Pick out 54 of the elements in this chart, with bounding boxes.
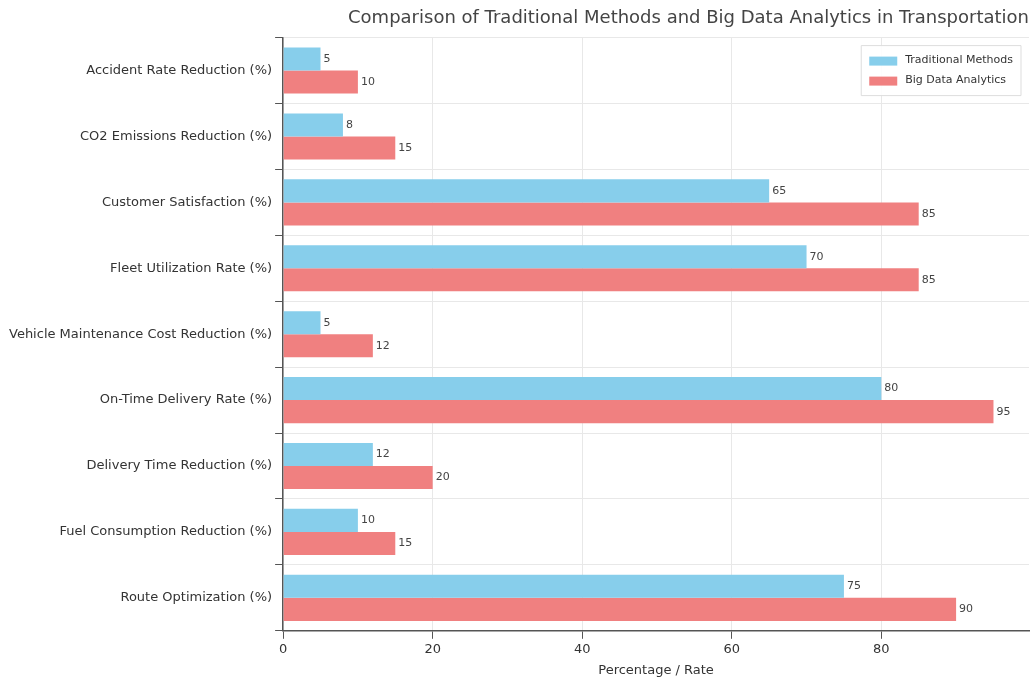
y-tick-label: Delivery Time Reduction (%) xyxy=(86,457,273,473)
x-tick-label: 20 xyxy=(424,640,441,656)
x-tick-label: 40 xyxy=(573,640,591,656)
y-tick-label: CO2 Emissions Reduction (%) xyxy=(80,127,273,143)
bar xyxy=(283,179,770,203)
x-tick-label: 60 xyxy=(723,640,741,656)
data-label: 95 xyxy=(996,404,1011,418)
bar xyxy=(283,442,373,467)
data-label: 80 xyxy=(884,381,899,395)
y-tick-label: Vehicle Maintenance Cost Reduction (%) xyxy=(9,325,273,341)
data-label: 10 xyxy=(360,513,375,527)
legend-label: Traditional Methods xyxy=(904,53,1014,67)
data-label: 8 xyxy=(345,117,353,131)
bar xyxy=(283,531,396,555)
data-label: 85 xyxy=(921,206,936,220)
y-tick-label: Fleet Utilization Rate (%) xyxy=(110,259,273,275)
bar xyxy=(283,508,358,532)
bar xyxy=(283,466,433,490)
y-tick-label: Route Optimization (%) xyxy=(120,589,273,605)
x-tick-label: 80 xyxy=(873,640,890,656)
y-tick-label: Customer Satisfaction (%) xyxy=(101,193,273,209)
data-label: 75 xyxy=(846,579,861,593)
x-tick-label: 0 xyxy=(278,640,288,656)
bar xyxy=(283,47,321,71)
bar xyxy=(283,136,396,160)
data-label: 5 xyxy=(323,51,331,65)
legend-label: Big Data Analytics xyxy=(905,73,1007,87)
bar xyxy=(283,400,994,424)
bar xyxy=(283,311,321,335)
bar xyxy=(283,377,882,401)
bar xyxy=(283,334,373,358)
data-label: 20 xyxy=(435,470,450,484)
y-tick-label: Accident Rate Reduction (%) xyxy=(86,61,273,77)
data-label: 85 xyxy=(921,272,936,286)
data-label: 70 xyxy=(809,249,824,263)
bar xyxy=(283,574,844,598)
data-label: 12 xyxy=(375,447,390,461)
bar xyxy=(283,113,343,137)
bar xyxy=(283,245,807,269)
y-tick-label: Fuel Consumption Reduction (%) xyxy=(59,523,273,539)
bar xyxy=(283,202,919,226)
data-label: 15 xyxy=(398,140,413,154)
data-label: 10 xyxy=(360,74,375,88)
data-label: 12 xyxy=(375,338,390,352)
data-label: 5 xyxy=(323,315,331,329)
x-axis-title: Percentage / Rate xyxy=(598,661,714,677)
data-label: 65 xyxy=(772,183,787,197)
bar xyxy=(283,268,919,292)
y-tick-label: On-Time Delivery Rate (%) xyxy=(99,391,273,407)
bar xyxy=(283,70,358,94)
data-label: 90 xyxy=(959,602,974,616)
data-label: 15 xyxy=(398,536,413,550)
bar xyxy=(283,597,957,621)
chart-title: Comparison of Traditional Methods and Big Data Analytics in Transportation xyxy=(348,6,1029,28)
